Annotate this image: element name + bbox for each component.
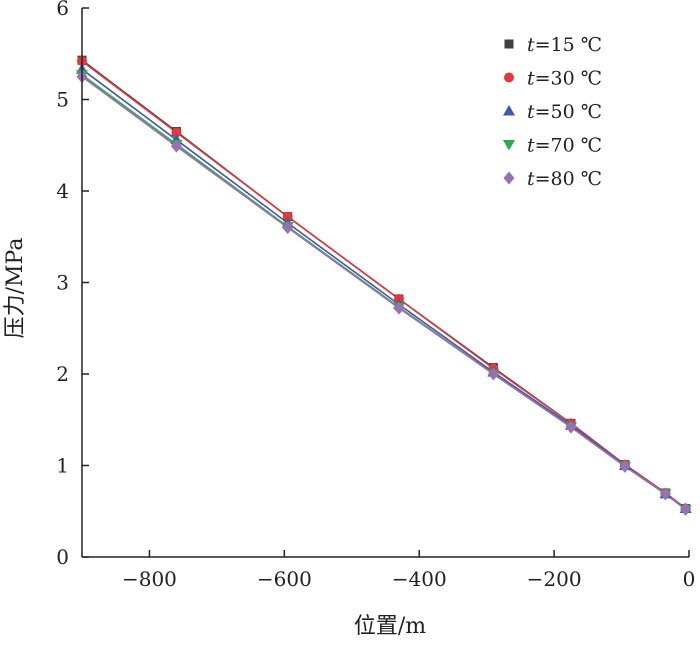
data-point [393, 301, 405, 315]
legend-label: t=15 ℃ [527, 34, 602, 56]
x-tick-label: −800 [122, 567, 177, 591]
ticks: 0 1 2 3 4 5 6 −800 −600 −400 −200 0 [56, 0, 695, 591]
x-tick-label: −400 [392, 567, 447, 591]
data-point [282, 221, 294, 235]
legend-marker [503, 105, 515, 116]
y-tick-label: 6 [56, 0, 69, 20]
y-tick-label: 2 [56, 362, 69, 386]
x-axis-label: 位置/m [354, 614, 426, 639]
legend-marker [504, 39, 514, 49]
legend-marker [504, 72, 514, 83]
legend: t=15 ℃ t=30 ℃ t=50 ℃ t=70 ℃ t=80 ℃ [503, 34, 602, 190]
x-tick-label: −600 [257, 567, 312, 591]
y-tick-label: 4 [56, 179, 69, 203]
legend-label: t=50 ℃ [527, 101, 602, 123]
y-tick-label: 0 [56, 545, 69, 569]
legend-label: t=80 ℃ [527, 168, 602, 190]
x-tick-label: −200 [527, 567, 582, 591]
legend-label: t=30 ℃ [527, 68, 602, 90]
data-point [282, 211, 293, 222]
legend-marker [503, 171, 515, 185]
data-point [680, 502, 692, 516]
data-point [565, 420, 577, 434]
data-point [619, 459, 631, 473]
y-tick-label: 1 [56, 454, 69, 478]
data-point [487, 367, 499, 381]
legend-marker [503, 140, 515, 151]
y-tick-label: 5 [56, 88, 69, 112]
y-tick-label: 3 [56, 271, 69, 295]
x-tick-label: 0 [683, 567, 696, 591]
axes [81, 8, 689, 558]
legend-label: t=70 ℃ [527, 135, 602, 157]
data-point [170, 139, 182, 153]
data-point [659, 487, 671, 501]
data-point [171, 127, 182, 138]
y-axis-label: 压力/MPa [3, 238, 28, 339]
